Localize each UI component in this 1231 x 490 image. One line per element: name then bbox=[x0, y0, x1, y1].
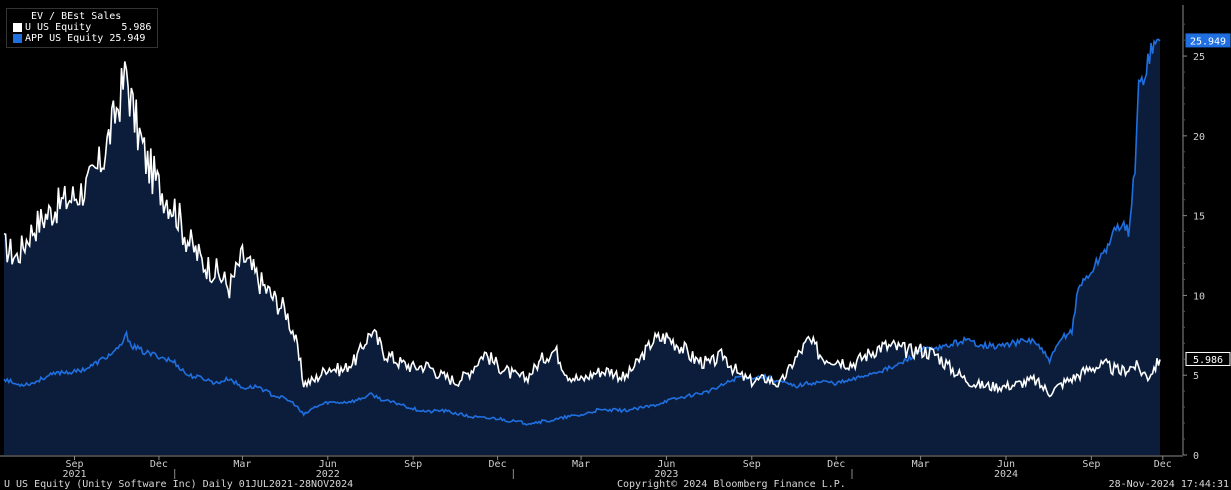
x-tick-label-12: Sep bbox=[1082, 459, 1100, 470]
u-series-line bbox=[3, 61, 1161, 398]
line-layer bbox=[3, 38, 1161, 426]
x-tick-label-11: Jun bbox=[997, 459, 1015, 470]
app-area-fill bbox=[4, 39, 1160, 456]
legend-item-u: U US Equity 5.986 bbox=[13, 22, 151, 33]
x-tick-label-6: Mar bbox=[572, 459, 590, 470]
x-tick-label-9: Dec bbox=[827, 459, 845, 470]
legend-item-app: APP US Equity 25.949 bbox=[13, 33, 151, 44]
x-year-label-2022: 2022 bbox=[316, 469, 340, 480]
legend-label-app: APP US Equity bbox=[25, 33, 104, 44]
legend-value-u: 5.986 bbox=[121, 22, 152, 33]
last-value-label-0: 5.986 bbox=[1193, 355, 1223, 366]
y-tick-label-20: 20 bbox=[1193, 132, 1205, 143]
legend-swatch-app bbox=[13, 34, 22, 43]
x-tick-label-13: Dec bbox=[1154, 459, 1172, 470]
last-value-box-1 bbox=[1185, 33, 1231, 48]
x-tick-label-1: Dec bbox=[150, 459, 168, 470]
x-year-label-2021: 2021 bbox=[62, 469, 86, 480]
footer-timestamp: 28-Nov-2024 17:44:31 bbox=[1108, 479, 1229, 490]
y-tick-label-5: 5 bbox=[1193, 371, 1199, 382]
label-layer: 0 5 10 15 20 25 Sep Dec Mar Jun Sep Dec Mar Jun Sep Dec… bbox=[62, 33, 1231, 480]
legend-swatch-u bbox=[13, 23, 22, 32]
footer-copyright: Copyright© 2024 Bloomberg Finance L.P. bbox=[617, 479, 846, 490]
x-tick-label-0: Sep bbox=[65, 459, 83, 470]
legend-label-u: U US Equity bbox=[25, 22, 92, 33]
x-tick-label-2: Mar bbox=[233, 459, 251, 470]
x-tick-label-8: Sep bbox=[743, 459, 761, 470]
footer-security: U US Equity (Unity Software Inc) Daily 0… bbox=[4, 479, 354, 490]
x-tick-label-5: Dec bbox=[489, 459, 507, 470]
y-tick-label-15: 15 bbox=[1193, 212, 1205, 223]
x-year-label-2023: 2023 bbox=[654, 469, 678, 480]
app-series-line bbox=[3, 38, 1161, 426]
x-tick-label-7: Jun bbox=[657, 459, 675, 470]
y-tick-label-10: 10 bbox=[1193, 291, 1205, 302]
y-tick-label-25: 25 bbox=[1193, 52, 1205, 63]
axis-layer bbox=[0, 5, 1187, 479]
chart-legend: EV / BEst Sales U US Equity 5.986 APP US… bbox=[6, 8, 159, 48]
x-year-label-2024: 2024 bbox=[994, 469, 1018, 480]
x-tick-label-10: Mar bbox=[912, 459, 930, 470]
x-tick-label-3: Jun bbox=[319, 459, 337, 470]
last-value-box-0 bbox=[1185, 351, 1231, 366]
y-tick-label-0: 0 bbox=[1193, 451, 1199, 462]
legend-value-app: 25.949 bbox=[109, 33, 146, 44]
x-tick-label-4: Sep bbox=[404, 459, 422, 470]
last-value-label-1: 25.949 bbox=[1190, 36, 1226, 47]
legend-title: EV / BEst Sales bbox=[31, 11, 122, 22]
